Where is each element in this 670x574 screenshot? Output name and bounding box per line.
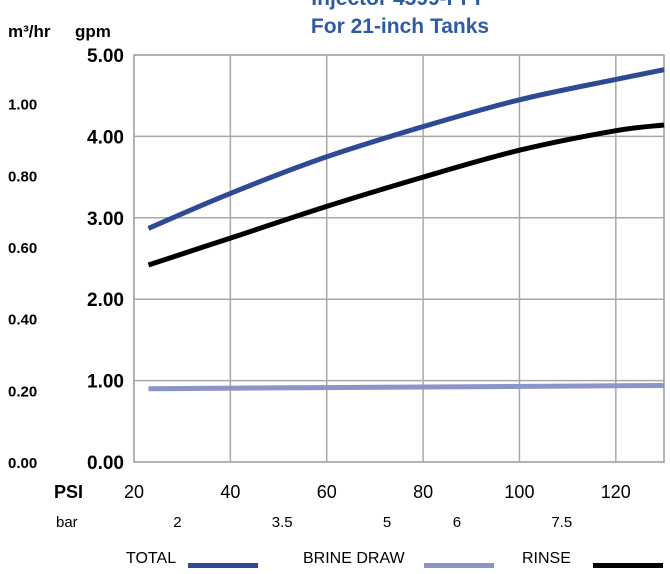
gpm-tick-label: 3.00 xyxy=(87,209,124,230)
gpm-tick-label: 5.00 xyxy=(87,46,124,67)
m3hr-tick-label: 0.00 xyxy=(8,455,37,472)
plot-area xyxy=(133,54,665,463)
legend-swatch-rinse xyxy=(593,563,663,568)
bar-tick-label: 7.5 xyxy=(551,514,572,531)
gpm-axis-unit: gpm xyxy=(75,22,111,41)
legend-label-brine-draw: BRINE DRAW xyxy=(303,550,405,567)
psi-tick-label: 40 xyxy=(220,482,240,502)
m3hr-tick-label: 1.00 xyxy=(8,97,37,114)
bar-tick-label: 5 xyxy=(383,514,391,531)
psi-tick-label: 60 xyxy=(317,482,337,502)
psi-axis-label: PSI xyxy=(54,482,83,502)
psi-tick-label: 80 xyxy=(413,482,433,502)
m3hr-tick-label: 0.60 xyxy=(8,240,37,257)
m3hr-unit-label: m³/hr xyxy=(8,22,51,41)
chart-legend: TOTAL BRINE DRAW RINSE xyxy=(0,550,670,574)
bar-axis-label: bar xyxy=(56,514,78,531)
chart-title-line-2: For 21-inch Tanks xyxy=(310,15,490,38)
bar-tick-label: 6 xyxy=(453,514,461,531)
chart-title-line-1: Injector 4599-PPP xyxy=(220,0,580,11)
bar-tick-label: 2 xyxy=(173,514,181,531)
flow-rate-chart: 0.00 1.00 2.00 3.00 4.00 5.00 0.00 0.20 0.40 0.60… xyxy=(8,46,665,531)
legend-swatch-brine-draw xyxy=(424,563,494,568)
series-line-brine-draw xyxy=(148,383,665,392)
m3hr-tick-label: 0.40 xyxy=(8,312,37,329)
m3hr-tick-label: 0.20 xyxy=(8,383,37,400)
m3hr-tick-label: 0.80 xyxy=(8,168,37,185)
gpm-tick-label: 2.00 xyxy=(87,290,124,311)
bar-tick-label: 3.5 xyxy=(272,514,293,531)
legend-label-total: TOTAL xyxy=(126,550,177,567)
legend-swatch-total xyxy=(188,563,258,568)
psi-tick-label: 120 xyxy=(601,482,631,502)
gpm-tick-label: 4.00 xyxy=(87,127,124,148)
gpm-tick-label: 0.00 xyxy=(87,453,124,474)
gpm-tick-label: 1.00 xyxy=(87,372,124,393)
psi-tick-label: 100 xyxy=(504,482,534,502)
series-line-total xyxy=(147,67,665,231)
m3hr-axis-unit: m³/hr xyxy=(8,22,51,42)
series-line-rinse xyxy=(147,122,665,268)
psi-tick-label: 20 xyxy=(124,482,144,502)
legend-label-rinse: RINSE xyxy=(522,550,571,567)
